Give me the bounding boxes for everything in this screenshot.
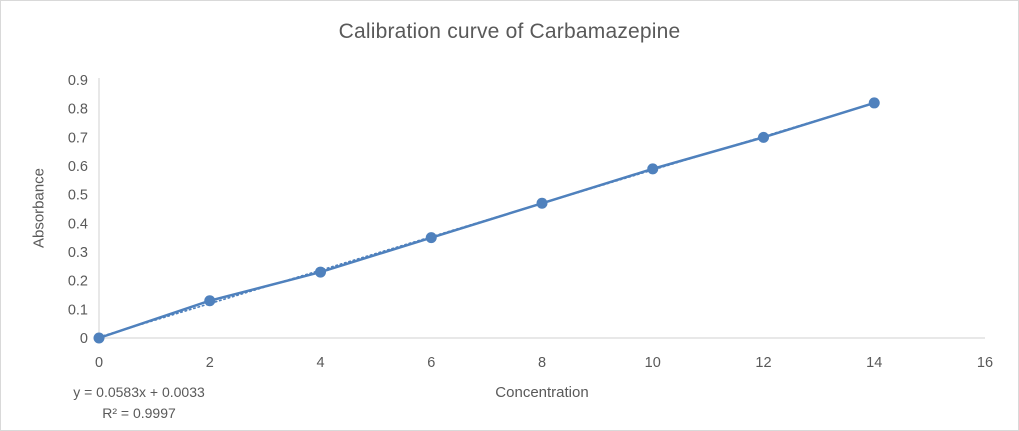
x-tick-label: 0	[95, 355, 103, 371]
y-tick-label: 0.5	[68, 188, 88, 204]
data-point-marker	[758, 131, 769, 143]
chart-title: Calibration curve of Carbamazepine	[338, 20, 681, 43]
x-tick-label: 2	[206, 355, 214, 371]
y-tick-label: 0.7	[68, 130, 88, 146]
trendline-equation: y = 0.0583x + 0.0033	[73, 384, 205, 400]
x-tick-label: 12	[755, 355, 771, 371]
y-tick-label: 0.2	[68, 274, 88, 290]
y-tick-label: 0.8	[68, 102, 88, 118]
data-point-marker	[93, 332, 105, 344]
data-point-marker	[536, 197, 548, 209]
data-point-marker	[868, 97, 880, 109]
x-tick-label: 6	[427, 355, 435, 371]
data-point-marker	[647, 163, 659, 175]
series-line	[98, 101, 875, 340]
y-tick-label: 0.1	[68, 302, 88, 318]
x-axis-title: Concentration	[495, 384, 589, 401]
trendline-r-squared: R² = 0.9997	[102, 405, 176, 421]
x-tick-label: 8	[538, 355, 546, 371]
y-tick-label: 0.4	[68, 216, 88, 232]
y-axis-title: Absorbance	[30, 167, 48, 249]
x-tick-label: 10	[645, 355, 661, 371]
y-tick-label: 0.6	[68, 159, 88, 175]
x-tick-label: 4	[316, 355, 324, 371]
y-tick-label: 0	[80, 331, 88, 347]
x-tick-label: 16	[977, 355, 993, 371]
y-tick-label: 0.3	[68, 245, 88, 261]
data-point-marker	[315, 266, 326, 278]
y-tick-label: 0.9	[68, 73, 88, 89]
trendline-annotation: y = 0.0583x + 0.0033 R² = 0.9997	[39, 382, 239, 424]
x-tick-label: 14	[866, 355, 882, 371]
data-point-marker	[204, 295, 216, 307]
data-point-marker	[425, 232, 437, 244]
